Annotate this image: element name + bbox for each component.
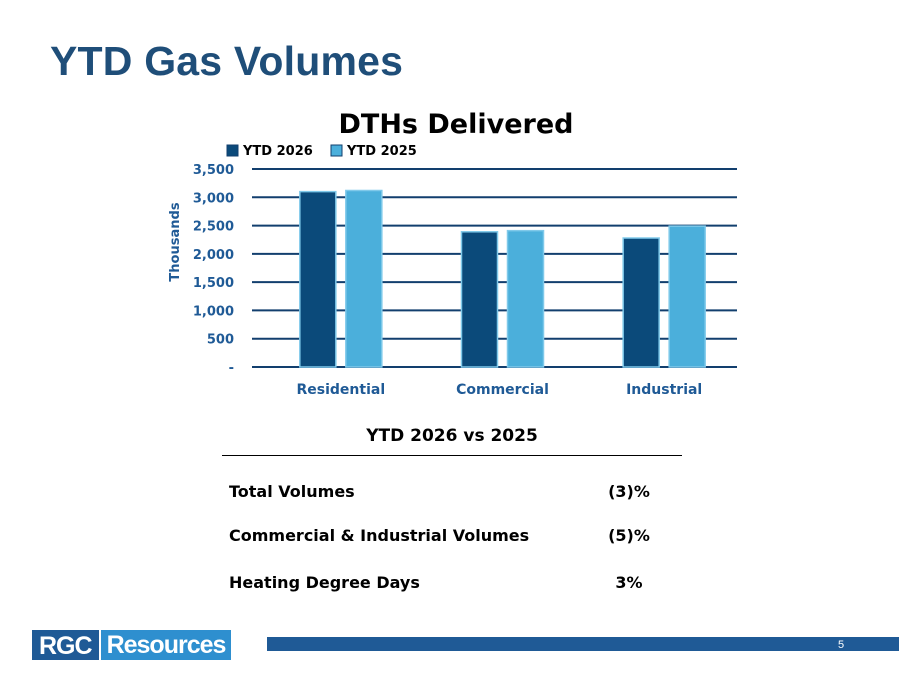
rgc-resources-logo: RGC Resources — [32, 630, 232, 660]
comparison-divider — [222, 455, 682, 456]
y-tick-label: 2,500 — [193, 220, 234, 235]
y-axis-label: Thousands — [168, 202, 183, 281]
comparison-label: Total Volumes — [229, 482, 355, 501]
y-tick-label: 1,500 — [193, 276, 234, 291]
y-tick-label: - — [229, 361, 234, 376]
footer-bar — [267, 637, 899, 651]
y-tick-label: 2,000 — [193, 248, 234, 263]
dths-delivered-chart: DTHs Delivered Thousands - 500 1,000 1,500 2… — [168, 109, 737, 398]
slide-title: YTD Gas Volumes — [50, 38, 404, 84]
y-tick-label: 3,500 — [193, 163, 234, 178]
page-number: 5 — [838, 639, 845, 651]
comparison-value: (5)% — [608, 526, 650, 545]
legend-label: YTD 2026 — [242, 144, 313, 159]
bar — [299, 190, 337, 368]
comparison-value: (3)% — [608, 482, 650, 501]
x-category-label: Industrial — [626, 382, 702, 398]
legend-swatch — [226, 144, 239, 157]
comparison-value: 3% — [615, 573, 643, 592]
x-category-label: Residential — [297, 382, 386, 398]
logo-resources-text: Resources — [100, 630, 232, 660]
bar — [622, 237, 660, 368]
legend-swatch — [330, 144, 343, 157]
logo-rgc-text: RGC — [32, 630, 99, 660]
comparison-label: Commercial & Industrial Volumes — [229, 526, 530, 545]
legend-label: YTD 2025 — [346, 144, 417, 159]
y-tick-label: 3,000 — [193, 191, 234, 206]
bar — [345, 189, 383, 368]
comparison-heading: YTD 2026 vs 2025 — [366, 426, 538, 446]
y-tick-label: 1,000 — [193, 304, 234, 319]
bar — [460, 231, 499, 368]
bar — [506, 229, 545, 368]
y-tick-label: 500 — [207, 333, 234, 348]
bar — [668, 225, 706, 368]
comparison-label: Heating Degree Days — [229, 573, 420, 592]
chart-title: DTHs Delivered — [339, 109, 574, 140]
x-category-label: Commercial — [456, 382, 549, 398]
